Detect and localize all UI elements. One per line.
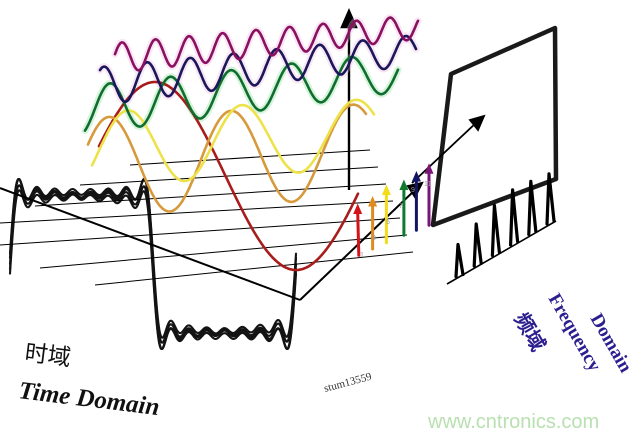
svg-text:www.cntronics.com: www.cntronics.com — [427, 411, 599, 433]
svg-text:5: 5 — [386, 219, 390, 226]
svg-text:7: 7 — [399, 203, 403, 210]
svg-text:11: 11 — [424, 181, 431, 188]
svg-text:1: 1 — [360, 252, 364, 259]
svg-text:9: 9 — [411, 187, 415, 194]
svg-text:3: 3 — [372, 235, 376, 242]
